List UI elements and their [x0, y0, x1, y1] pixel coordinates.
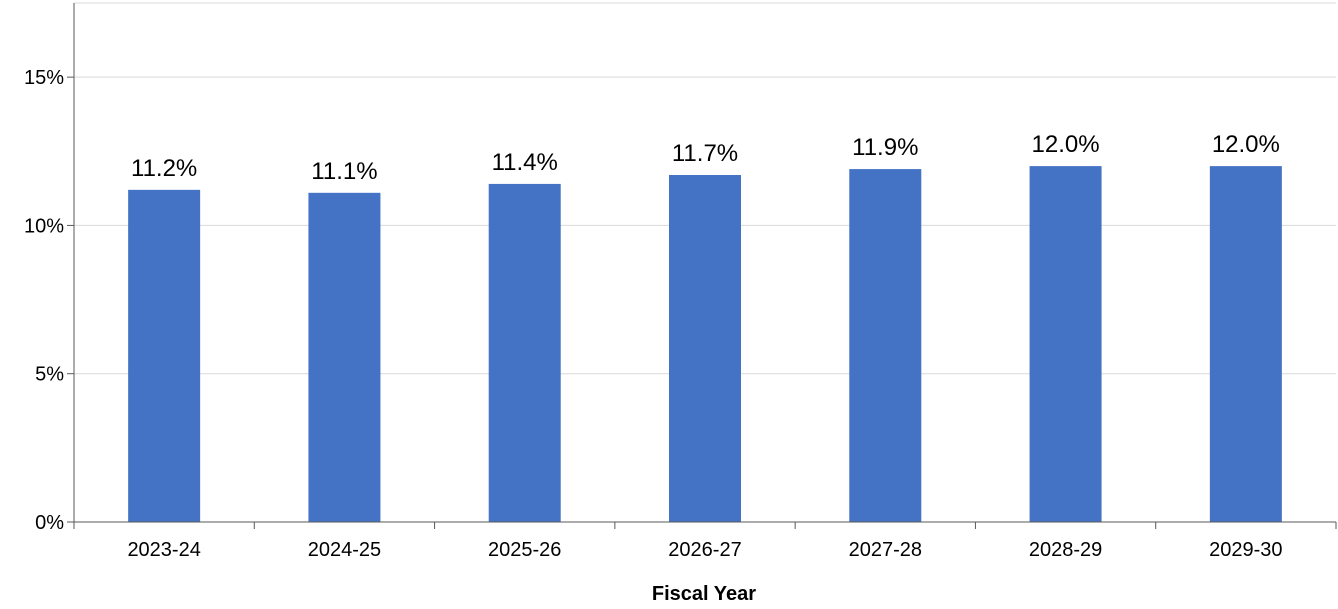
bar	[849, 169, 922, 522]
x-axis-title: Fiscal Year	[652, 583, 756, 605]
bar	[1209, 166, 1282, 522]
bar-value-label: 11.9%	[852, 134, 918, 161]
x-tick-label: 2025-26	[488, 539, 561, 561]
x-tick-label: 2023-24	[127, 539, 200, 561]
bar-value-label: 12.0%	[1212, 131, 1280, 158]
data-labels: 11.2% 11.1% 11.4% 11.7% 11.9% 12.0% 12.0%	[131, 131, 1280, 185]
bar	[128, 189, 201, 522]
y-tick-label: 0%	[35, 512, 64, 534]
bar-value-label: 12.0%	[1032, 131, 1100, 158]
bar-value-label: 11.1%	[311, 158, 377, 185]
bar-value-label: 11.2%	[131, 155, 197, 182]
x-tick-label: 2026-27	[668, 539, 741, 561]
x-tick-label: 2028-29	[1029, 539, 1102, 561]
bar-value-label: 11.7%	[672, 140, 738, 167]
y-tick-label: 15%	[24, 67, 64, 89]
bar	[1029, 166, 1102, 522]
bar-value-label: 11.4%	[492, 149, 558, 176]
bars	[128, 166, 1282, 523]
bar	[669, 175, 741, 523]
bar	[488, 183, 561, 522]
y-tick-label: 5%	[35, 364, 64, 386]
x-tick-label: 2027-28	[849, 539, 922, 561]
x-tick-label: 2029-30	[1209, 539, 1282, 561]
axes: 0% 5% 10% 15% 2023-24 2024-25 2025-26 2026-27 20…	[24, 3, 1337, 561]
y-tick-label: 10%	[24, 215, 64, 237]
x-tick-label: 2024-25	[308, 539, 381, 561]
bar	[308, 192, 381, 522]
